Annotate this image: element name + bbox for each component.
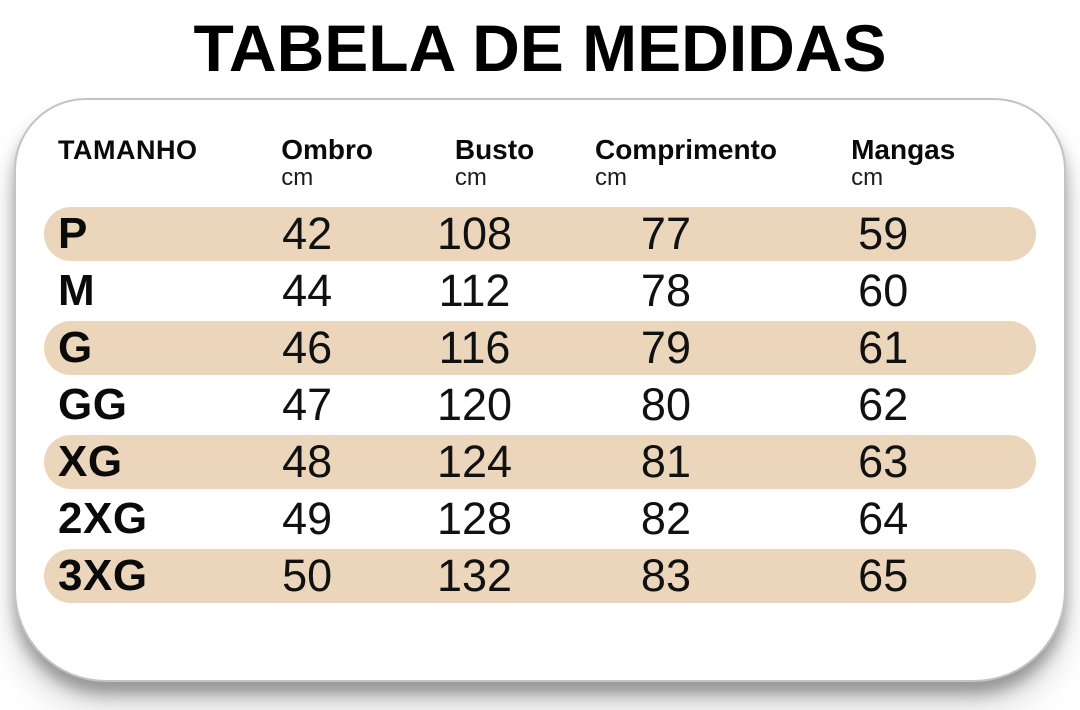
value-cell-comprimento: 78 bbox=[640, 265, 691, 316]
value-cell-busto: 132 bbox=[436, 550, 513, 601]
size-cell: 3XG bbox=[58, 551, 148, 600]
size-cell: 2XG bbox=[58, 494, 148, 543]
size-cell: G bbox=[58, 323, 93, 372]
size-cell: XG bbox=[58, 437, 123, 486]
value-cell-comprimento: 79 bbox=[640, 322, 691, 373]
value-cell-mangas: 65 bbox=[858, 550, 909, 601]
column-header-label: Ombro bbox=[281, 134, 374, 165]
column-header-tamanho: TAMANHO bbox=[58, 135, 198, 165]
value-cell-ombro: 46 bbox=[282, 322, 333, 373]
value-cell-mangas: 64 bbox=[858, 493, 909, 544]
size-cell: M bbox=[58, 266, 96, 315]
column-header-label: Mangas bbox=[851, 134, 956, 165]
table-row-xg: XG 48 124 81 63 bbox=[44, 435, 1036, 489]
value-cell-ombro: 49 bbox=[282, 493, 333, 544]
value-cell-busto: 116 bbox=[438, 322, 511, 373]
value-cell-busto: 124 bbox=[436, 436, 513, 487]
table-header-row: TAMANHO Ombro cm Busto cm Comprimento cm… bbox=[44, 134, 1036, 190]
value-cell-comprimento: 80 bbox=[640, 379, 691, 430]
value-cell-mangas: 60 bbox=[858, 265, 909, 316]
table-row-g: G 46 116 79 61 bbox=[44, 321, 1036, 375]
column-header-label: Comprimento bbox=[594, 134, 777, 165]
column-header-label: Busto bbox=[454, 134, 535, 165]
unit-label: cm bbox=[281, 164, 314, 191]
column-header-busto: Busto cm bbox=[455, 134, 534, 190]
value-cell-comprimento: 82 bbox=[640, 493, 691, 544]
size-cell: P bbox=[58, 209, 88, 258]
value-cell-busto: 108 bbox=[436, 208, 513, 259]
table-row-gg: GG 47 120 80 62 bbox=[44, 378, 1036, 432]
value-cell-comprimento: 81 bbox=[640, 436, 691, 487]
page-title: TABELA DE MEDIDAS bbox=[193, 11, 887, 85]
unit-label: cm bbox=[851, 164, 884, 191]
value-cell-comprimento: 77 bbox=[640, 208, 691, 259]
value-cell-busto: 120 bbox=[436, 379, 513, 430]
table-row-3xg: 3XG 50 132 83 65 bbox=[44, 549, 1036, 603]
table-row-m: M 44 112 78 60 bbox=[44, 264, 1036, 318]
value-cell-ombro: 47 bbox=[282, 379, 333, 430]
table-row-2xg: 2XG 49 128 82 64 bbox=[44, 492, 1036, 546]
table-row-p: P 42 108 77 59 bbox=[44, 207, 1036, 261]
value-cell-mangas: 63 bbox=[858, 436, 909, 487]
value-cell-busto: 128 bbox=[436, 493, 513, 544]
unit-label: cm bbox=[594, 164, 627, 191]
column-header-mangas: Mangas cm bbox=[851, 134, 955, 190]
column-header-comprimento: Comprimento cm bbox=[595, 134, 777, 190]
value-cell-ombro: 48 bbox=[282, 436, 333, 487]
value-cell-ombro: 44 bbox=[282, 265, 333, 316]
value-cell-ombro: 50 bbox=[282, 550, 333, 601]
value-cell-busto: 112 bbox=[438, 265, 511, 316]
size-cell: GG bbox=[58, 380, 128, 429]
unit-label: cm bbox=[454, 164, 487, 191]
value-cell-mangas: 59 bbox=[858, 208, 909, 259]
value-cell-ombro: 42 bbox=[282, 208, 333, 259]
value-cell-mangas: 61 bbox=[858, 322, 909, 373]
size-chart-card: TAMANHO Ombro cm Busto cm Comprimento cm… bbox=[14, 98, 1066, 682]
column-header-ombro: Ombro cm bbox=[281, 134, 373, 190]
value-cell-comprimento: 83 bbox=[640, 550, 691, 601]
value-cell-mangas: 62 bbox=[858, 379, 909, 430]
